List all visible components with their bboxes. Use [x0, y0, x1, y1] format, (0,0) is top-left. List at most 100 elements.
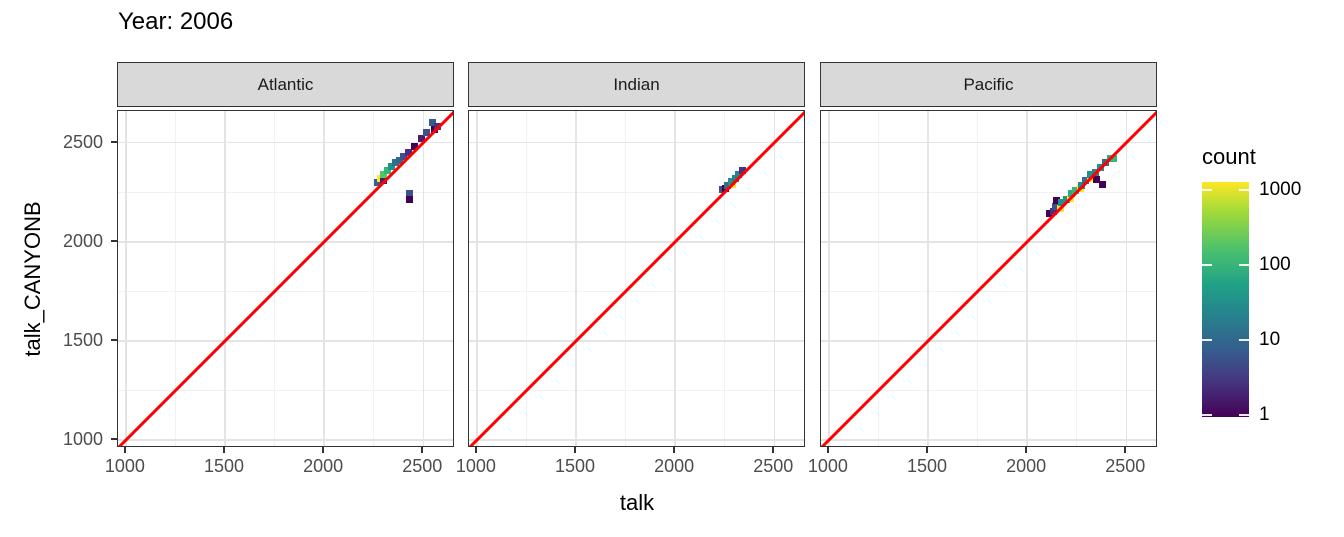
bin-tile — [1057, 199, 1065, 207]
x-tick-label: 2000 — [1006, 456, 1047, 476]
gridline-minor-vertical — [977, 111, 979, 446]
chart-title: Year: 2006 — [118, 8, 234, 35]
x-tick-label: 1500 — [555, 456, 596, 476]
bin-tile — [388, 162, 396, 170]
y-tick-label: 1000 — [62, 429, 103, 450]
x-tick-label: 1000 — [455, 456, 496, 476]
gridline-major-vertical — [828, 111, 830, 446]
bin-tile — [392, 159, 400, 167]
bin-tile — [428, 118, 436, 126]
gridline-major-vertical — [323, 111, 325, 446]
legend-colorbar — [1202, 182, 1249, 417]
y-axis-title: talk_CANYONB — [20, 201, 45, 357]
legend-tick-dash — [1202, 414, 1212, 416]
gridline-major-vertical — [927, 111, 929, 446]
y-tick-label: 2000 — [62, 230, 103, 251]
gridline-major-horizontal — [821, 141, 1156, 144]
gridline-major-horizontal — [118, 141, 453, 144]
bin-tile — [404, 148, 412, 156]
legend-title: count — [1202, 144, 1256, 169]
bin-tile — [399, 153, 407, 161]
bin-tile — [1053, 197, 1060, 205]
x-tick-label: 2500 — [402, 456, 443, 476]
facet-strip-indian: Indian — [468, 62, 805, 107]
bin-tile — [1098, 180, 1106, 188]
bin-tile — [1092, 175, 1100, 183]
bin-tile — [1072, 187, 1080, 195]
y-tick-mark — [111, 338, 117, 341]
x-tick-mark — [926, 447, 929, 453]
legend-tick-dash — [1202, 339, 1212, 341]
bin-tile — [1062, 195, 1070, 203]
x-tick-label: 2000 — [654, 456, 695, 476]
legend-tick-label: 1 — [1259, 404, 1270, 425]
bin-tile — [410, 142, 418, 150]
x-tick-mark — [574, 447, 577, 453]
facet-strip-label: Atlantic — [257, 74, 314, 94]
plot-panel-indian — [468, 110, 805, 447]
bin-tile — [723, 181, 731, 189]
plot-panel-atlantic — [117, 110, 454, 447]
gridline-minor-vertical — [724, 111, 726, 446]
y-tick-mark — [111, 438, 117, 441]
gridline-major-vertical — [575, 111, 577, 446]
gridline-major-horizontal — [821, 439, 1156, 441]
bin-tile — [396, 156, 404, 164]
bin-tile — [731, 174, 739, 182]
gridline-minor-vertical — [274, 111, 276, 446]
bin-tile — [423, 128, 431, 136]
bin-tile — [1045, 210, 1053, 218]
gridline-major-horizontal — [118, 340, 453, 342]
identity-line — [118, 111, 453, 446]
y-tick-label: 1500 — [62, 329, 103, 350]
identity-line — [821, 111, 1156, 446]
x-tick-mark — [421, 447, 424, 453]
x-tick-mark — [474, 447, 477, 453]
gridline-minor-vertical — [373, 111, 375, 446]
x-tick-label: 2500 — [1105, 456, 1146, 476]
bin-tile — [384, 166, 392, 174]
gridline-minor-vertical — [174, 111, 176, 446]
legend-tick-dash — [1202, 264, 1212, 266]
x-tick-label: 2500 — [753, 456, 794, 476]
facet-strip-label: Indian — [613, 74, 660, 94]
facet-strip-label: Pacific — [963, 74, 1014, 94]
bin-tile — [417, 134, 425, 142]
gridline-major-horizontal — [118, 439, 453, 441]
y-tick-mark — [111, 239, 117, 242]
gridline-minor-horizontal — [821, 290, 1156, 292]
legend-tick-dash — [1239, 189, 1249, 191]
x-tick-label: 1500 — [204, 456, 245, 476]
bin-tile — [376, 175, 384, 183]
legend-tick-label: 100 — [1259, 254, 1291, 275]
bin-tile — [379, 170, 387, 178]
gridline-major-horizontal — [469, 439, 804, 441]
legend-tick-label: 10 — [1259, 329, 1281, 350]
x-tick-mark — [322, 447, 325, 453]
gridline-minor-vertical — [1076, 111, 1078, 446]
x-tick-label: 1000 — [807, 456, 848, 476]
gridline-minor-horizontal — [821, 390, 1156, 391]
gridline-major-vertical — [476, 111, 478, 446]
gridline-minor-horizontal — [118, 290, 453, 292]
gridline-minor-horizontal — [469, 290, 804, 292]
facet-strip-pacific: Pacific — [820, 62, 1157, 107]
legend-tick-dash — [1239, 339, 1249, 341]
legend-tick-dash — [1202, 189, 1212, 191]
gridline-minor-vertical — [877, 111, 879, 446]
gridline-major-vertical — [422, 111, 425, 446]
gridline-major-horizontal — [469, 241, 804, 243]
gridline-minor-horizontal — [469, 390, 804, 391]
gridline-major-horizontal — [821, 241, 1156, 243]
bin-tile — [405, 196, 413, 204]
bin-tile — [1050, 207, 1058, 215]
x-tick-mark — [772, 447, 775, 453]
bin-tile — [1082, 177, 1090, 185]
x-tick-label: 1500 — [907, 456, 948, 476]
bin-tile — [1087, 171, 1095, 179]
gridline-major-horizontal — [469, 340, 804, 342]
gridline-major-vertical — [773, 111, 776, 446]
bin-tile — [1067, 190, 1075, 198]
plot-panel-pacific — [820, 110, 1157, 447]
